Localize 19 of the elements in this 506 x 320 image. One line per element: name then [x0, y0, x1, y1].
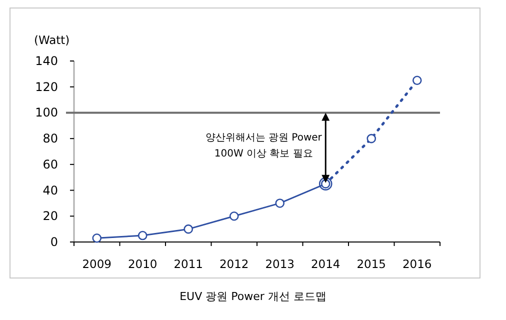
x-tick-label: 2014 [310, 257, 340, 271]
x-tick-label: 2009 [82, 257, 112, 271]
x-tick-label: 2012 [219, 257, 249, 271]
y-tick-label: 0 [50, 235, 58, 249]
x-tick-label: 2010 [128, 257, 158, 271]
y-tick-label: 140 [35, 54, 58, 68]
x-tick-label: 2011 [174, 257, 204, 271]
x-tick-label: 2016 [402, 257, 432, 271]
y-tick-label: 60 [42, 157, 58, 172]
x-tick-label: 2013 [265, 257, 295, 271]
y-tick-label: 40 [42, 183, 58, 198]
y-tick-label: 80 [42, 132, 58, 146]
y-axis-title: (Watt) [34, 33, 70, 47]
annotation: 양산위해서는 광원 Power 100W 이상 확보 필요 [205, 132, 323, 160]
x-tick-label: 2015 [356, 257, 386, 271]
y-tick-label: 120 [35, 80, 58, 94]
y-tick-label: 20 [42, 209, 58, 224]
text: EUV 광원 Power 개선 로드맵 [180, 290, 326, 303]
y-tick-label: 100 [35, 106, 58, 120]
